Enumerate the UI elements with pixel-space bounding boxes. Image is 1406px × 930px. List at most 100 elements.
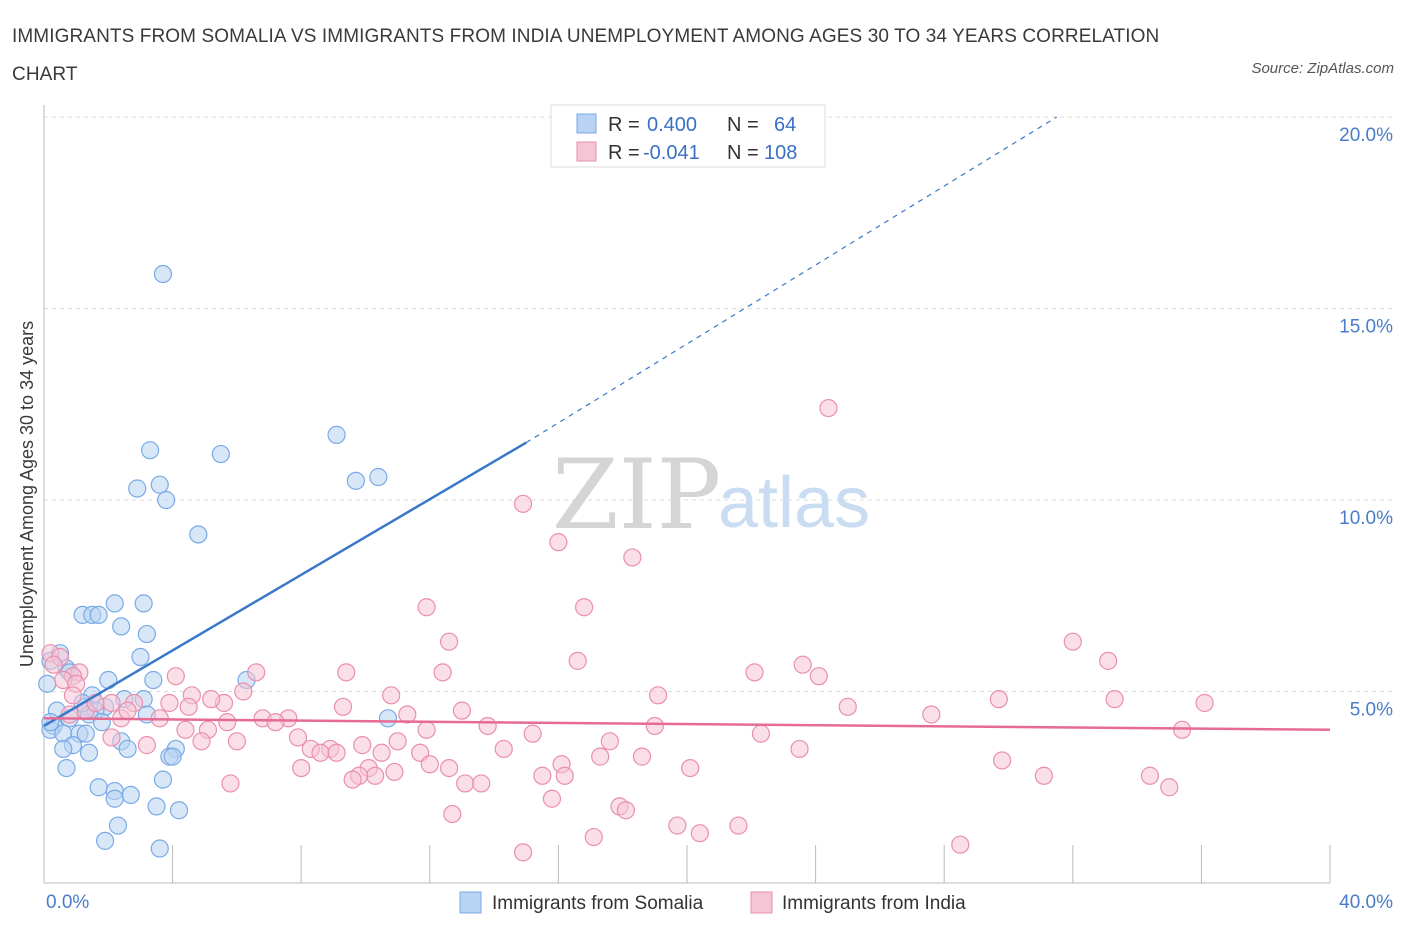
india-point-72 xyxy=(632,747,652,766)
somalia-point-0 xyxy=(153,264,173,284)
india-point-20 xyxy=(166,667,185,686)
series-somalia-points xyxy=(38,264,398,858)
y-tick-label-2: 15.0% xyxy=(1339,317,1393,338)
india-point-55 xyxy=(1173,720,1192,739)
india-point-103 xyxy=(63,686,83,705)
india-point-78 xyxy=(292,758,311,778)
india-point-100 xyxy=(951,835,970,854)
stats-legend: R = 0.400 N = 64 R = -0.041 N = 108 xyxy=(550,104,826,168)
india-point-102 xyxy=(1160,778,1179,797)
somalia-point-23 xyxy=(144,670,163,690)
india-point-95 xyxy=(443,804,462,824)
india-point-94 xyxy=(616,801,636,820)
somalia-point-10 xyxy=(105,594,124,613)
y-tick-label-3: 20.0% xyxy=(1339,125,1393,146)
india-point-0 xyxy=(819,398,838,418)
somalia-point-2 xyxy=(140,441,160,460)
legend-r-label-india: R = xyxy=(608,142,640,164)
trend-lines xyxy=(43,116,1331,732)
india-point-28 xyxy=(989,690,1008,709)
somalia-point-51 xyxy=(57,758,76,778)
legend-n-label-somalia: N = xyxy=(727,114,759,136)
bottom-legend-somalia: Immigrants from Somalia xyxy=(492,893,704,914)
india-point-50 xyxy=(417,720,436,739)
india-point-61 xyxy=(388,732,407,751)
somalia-point-46 xyxy=(118,739,137,759)
india-point-80 xyxy=(366,766,385,785)
india-point-90 xyxy=(221,774,240,793)
somalia-point-1 xyxy=(327,425,346,444)
india-point-4 xyxy=(417,598,436,617)
legend-n-value-india: 108 xyxy=(764,142,797,164)
india-point-105 xyxy=(160,693,179,713)
watermark-atlas: atlas xyxy=(718,463,870,543)
somalia-point-47 xyxy=(79,743,99,762)
india-point-68 xyxy=(372,743,391,762)
india-point-99 xyxy=(584,827,603,847)
india-point-77 xyxy=(992,751,1012,770)
india-point-81 xyxy=(439,758,459,778)
india-point-74 xyxy=(420,755,439,774)
india-point-6 xyxy=(439,632,459,651)
india-point-92 xyxy=(542,789,562,808)
somalia-point-25 xyxy=(38,674,57,693)
india-point-38 xyxy=(398,705,417,724)
gridlines xyxy=(44,116,1395,692)
india-point-35 xyxy=(1195,693,1214,713)
india-point-70 xyxy=(494,739,513,759)
india-point-7 xyxy=(1063,632,1082,651)
india-point-88 xyxy=(681,758,700,778)
india-point-29 xyxy=(1105,690,1124,709)
india-point-48 xyxy=(478,716,497,736)
india-point-15 xyxy=(1099,651,1118,670)
somalia-point-50 xyxy=(163,747,182,766)
india-point-57 xyxy=(102,728,121,747)
india-point-33 xyxy=(333,697,353,716)
india-point-47 xyxy=(218,713,237,732)
somalia-point-11 xyxy=(134,594,153,613)
legend-r-value-india: -0.041 xyxy=(643,142,700,164)
somalia-point-15 xyxy=(112,617,131,636)
somalia-point-14 xyxy=(89,605,108,625)
bottom-legend-india: Immigrants from India xyxy=(782,893,966,914)
india-point-31 xyxy=(102,693,121,713)
somalia-point-60 xyxy=(95,831,115,850)
chart-title: IMMIGRANTS FROM SOMALIA VS IMMIGRANTS FR… xyxy=(12,26,1160,85)
somalia-point-58 xyxy=(169,801,189,820)
legend-r-value-somalia: 0.400 xyxy=(647,114,697,136)
somalia-point-59 xyxy=(108,816,128,835)
somalia-point-6 xyxy=(128,479,147,498)
somalia-point-53 xyxy=(89,778,108,797)
bottom-legend-swatch-somalia xyxy=(459,891,482,914)
india-point-46 xyxy=(266,713,285,732)
india-point-40 xyxy=(922,705,941,724)
india-point-49 xyxy=(645,716,664,736)
india-point-106 xyxy=(118,701,137,720)
somalia-point-42 xyxy=(76,724,95,743)
somalia-trend-extension xyxy=(525,116,1058,444)
india-point-21 xyxy=(809,667,828,686)
x-tick-label-0: 0.0% xyxy=(46,892,89,913)
somalia-point-18 xyxy=(131,647,150,667)
india-point-62 xyxy=(600,732,619,751)
india-point-36 xyxy=(179,697,198,716)
y-axis-label: Unemployment Among Ages 30 to 34 years xyxy=(17,321,37,667)
india-point-17 xyxy=(745,663,764,682)
chart-source: Source: ZipAtlas.com xyxy=(1251,60,1394,77)
india-point-39 xyxy=(452,701,472,720)
india-point-63 xyxy=(353,736,372,755)
india-point-66 xyxy=(311,743,330,762)
india-point-18 xyxy=(247,663,266,682)
somalia-point-5 xyxy=(346,471,365,490)
series-india-points xyxy=(41,398,1214,862)
bottom-legend-swatch-india xyxy=(750,891,773,914)
somalia-point-56 xyxy=(105,789,124,808)
india-point-26 xyxy=(382,686,401,705)
india-point-2 xyxy=(549,533,568,552)
y-tick-label-1: 10.0% xyxy=(1339,508,1393,529)
somalia-point-16 xyxy=(137,624,156,644)
india-point-10 xyxy=(568,651,587,670)
india-point-79 xyxy=(385,762,404,782)
somalia-point-35 xyxy=(378,709,398,728)
